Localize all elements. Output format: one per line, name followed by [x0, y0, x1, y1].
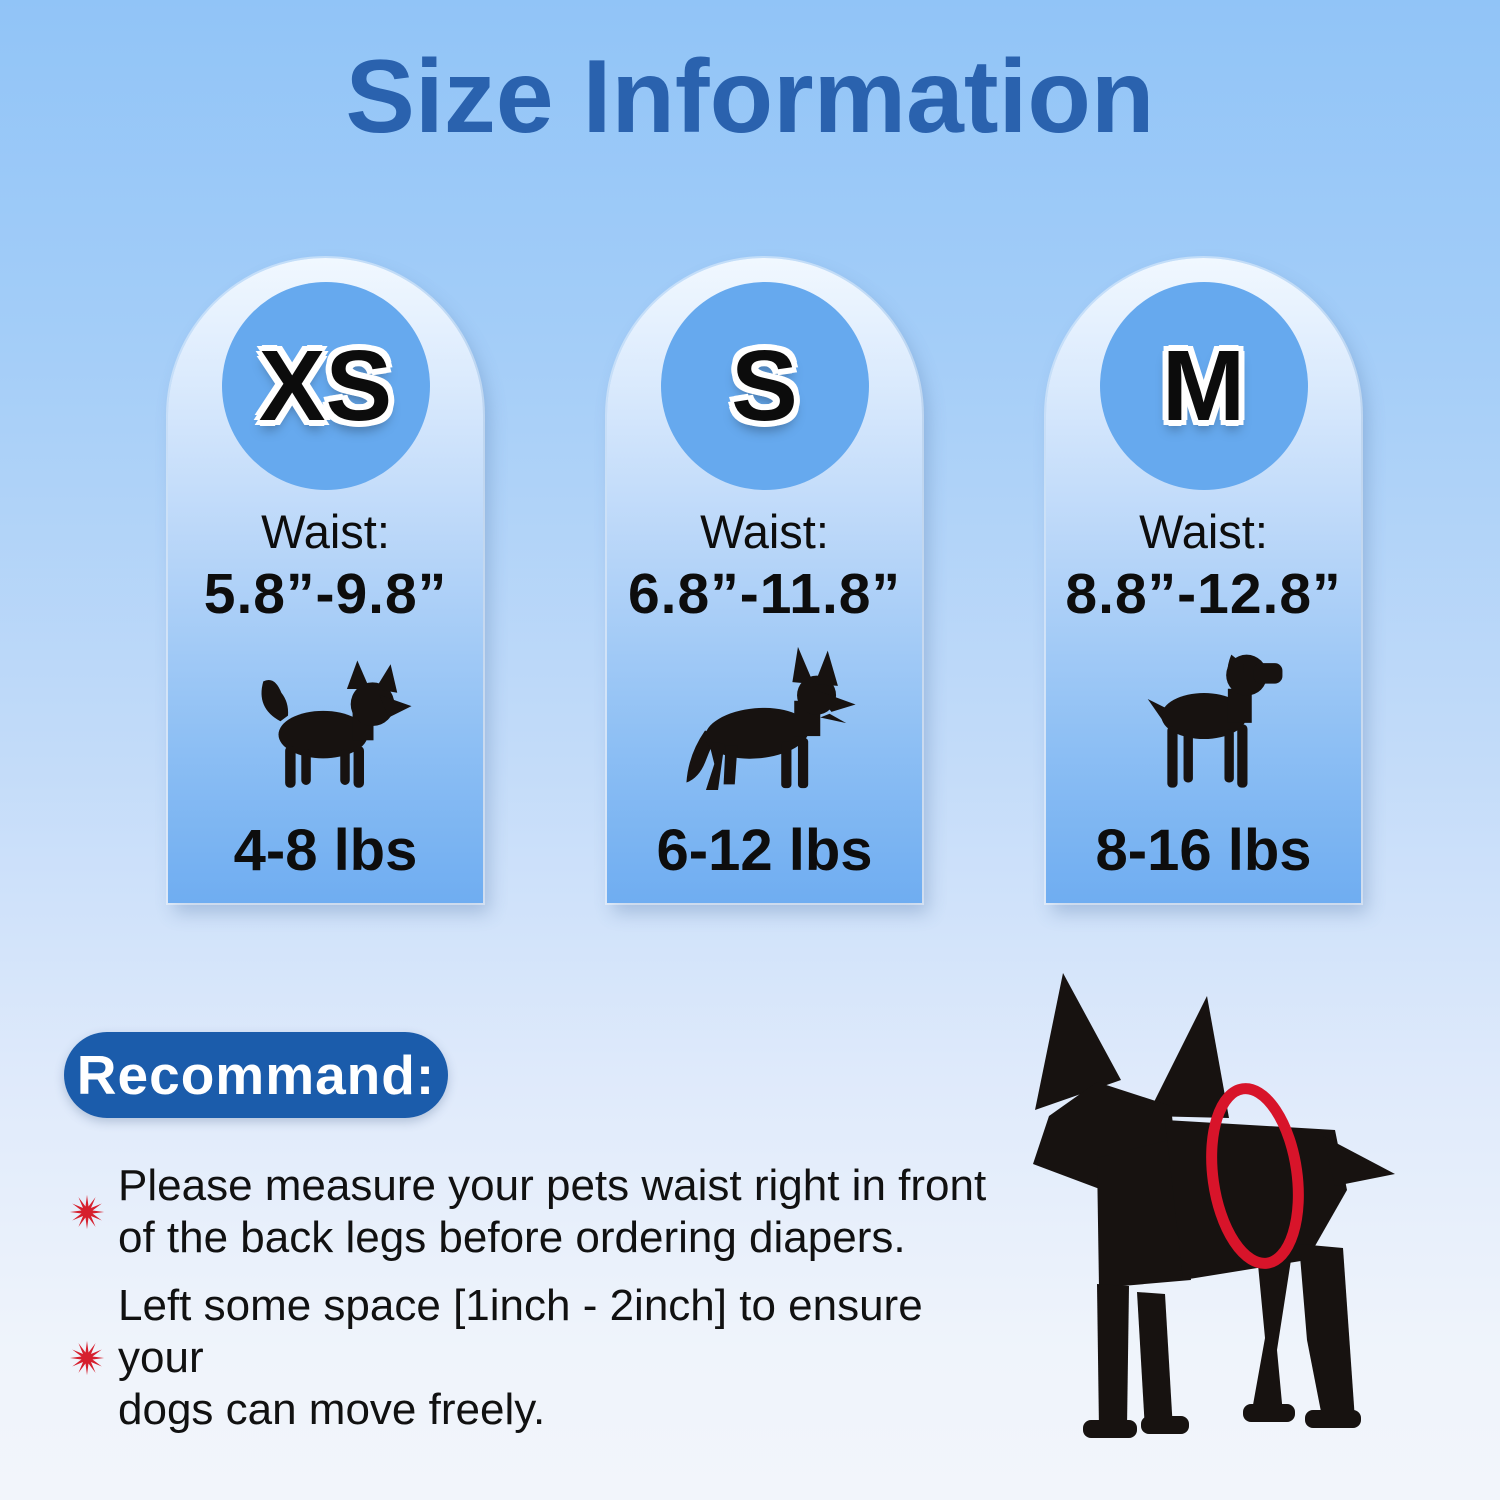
waist-label: Waist: — [1139, 505, 1268, 558]
red-starburst-icon — [69, 1340, 105, 1376]
size-letter: M — [1161, 330, 1246, 442]
waist-range: 6.8”-11.8” — [627, 562, 901, 626]
recommend-heading-pill: Recommand: — [64, 1032, 448, 1118]
size-badge: S — [660, 282, 869, 490]
waist-label: Waist: — [261, 505, 390, 558]
recommend-bullet-1: Please measure your pets waist right in … — [68, 1160, 988, 1264]
size-badge: XS — [221, 282, 430, 490]
recommend-bullet-2: Left some space [1inch - 2inch] to ensur… — [68, 1280, 988, 1436]
waist-measure-ring — [1206, 1083, 1304, 1269]
waist-range: 8.8”-12.8” — [1065, 562, 1342, 626]
recommend-heading-text: Recommand: — [76, 1044, 436, 1106]
waist-label: Waist: — [700, 505, 829, 558]
german-shepherd-icon — [686, 646, 856, 790]
measure-dog-illustration — [1033, 973, 1395, 1438]
bullet-text: Left some space [1inch - 2inch] to ensur… — [118, 1281, 923, 1434]
chihuahua-icon — [261, 660, 411, 788]
weight-range: 8-16 lbs — [1095, 818, 1312, 883]
bullet-text: Please measure your pets waist right in … — [118, 1161, 987, 1262]
size-card-xs: XS Waist: 5.8”-9.8” — [168, 258, 483, 903]
dog-illustration-box — [231, 651, 421, 803]
dog-illustration-box — [1118, 651, 1290, 803]
size-badge: M — [1099, 282, 1308, 490]
waist-range: 5.8”-9.8” — [203, 562, 448, 626]
weight-range: 6-12 lbs — [656, 818, 873, 883]
size-card-s: S Waist: 6.8”-11.8” — [607, 258, 922, 903]
red-starburst-icon — [69, 1194, 105, 1230]
weight-range: 4-8 lbs — [233, 818, 418, 883]
page-title: Size Information — [345, 39, 1155, 155]
size-letter: S — [731, 330, 798, 442]
size-card-m: M Waist: 8.8”-12.8” 8-16 lbs — [1046, 258, 1361, 903]
dog-illustration-box — [662, 646, 867, 803]
boxer-icon — [1147, 654, 1282, 788]
size-letter: XS — [258, 330, 393, 442]
